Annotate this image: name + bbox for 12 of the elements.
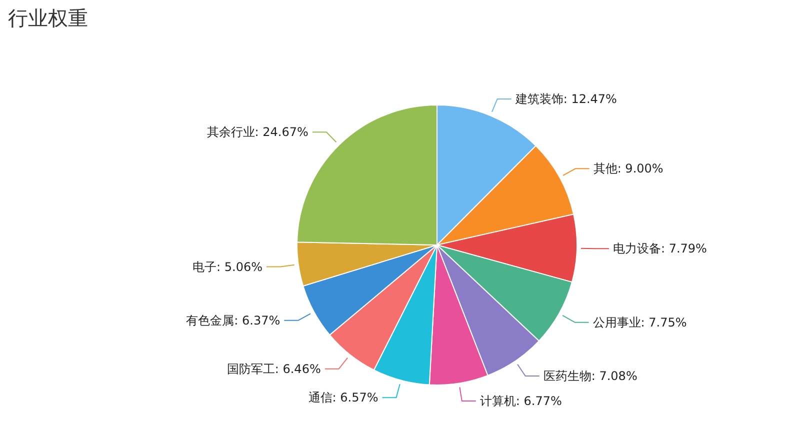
chart-title: 行业权重	[8, 6, 88, 30]
slice-label: 计算机: 6.77%	[480, 394, 562, 408]
slice-label: 电力设备: 7.79%	[612, 242, 707, 256]
slice-label: 医药生物: 7.08%	[543, 368, 638, 383]
slice-label: 建筑装饰: 12.47%	[514, 92, 617, 106]
slice-label: 其余行业: 24.67%	[206, 125, 308, 140]
slice-label: 有色金属: 6.37%	[186, 313, 280, 328]
slice-label: 电子: 5.06%	[192, 260, 263, 274]
slice-label: 通信: 6.57%	[308, 390, 378, 405]
slice-label: 其他: 9.00%	[593, 162, 664, 176]
slice-label: 公用事业: 7.75%	[592, 315, 687, 330]
slice-label: 国防军工: 6.46%	[226, 362, 321, 376]
